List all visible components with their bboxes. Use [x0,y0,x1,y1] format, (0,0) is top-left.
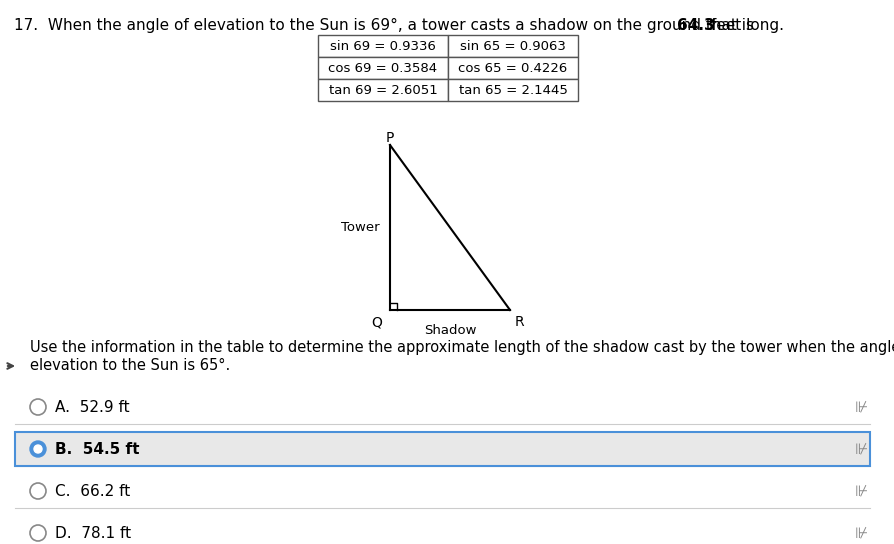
Bar [318,35,448,57]
Text: ⊮: ⊮ [855,399,868,415]
Text: feet long.: feet long. [706,18,784,33]
Text: sin 69 = 0.9336: sin 69 = 0.9336 [330,40,436,53]
Text: ⊮: ⊮ [855,526,868,541]
Circle shape [34,445,42,453]
Text: elevation to the Sun is 65°.: elevation to the Sun is 65°. [30,358,231,373]
Text: cos 69 = 0.3584: cos 69 = 0.3584 [328,61,437,75]
Bar [318,57,448,79]
Text: Tower: Tower [342,221,380,234]
Text: D.  78.1 ft: D. 78.1 ft [55,526,131,541]
Text: Shadow: Shadow [424,324,477,337]
Text: cos 65 = 0.4226: cos 65 = 0.4226 [459,61,568,75]
Text: ⊮: ⊮ [855,442,868,456]
Text: B.  54.5 ft: B. 54.5 ft [55,442,139,456]
Text: tan 65 = 2.1445: tan 65 = 2.1445 [459,83,568,96]
Bar [448,79,578,101]
Text: 17.  When the angle of elevation to the Sun is 69°, a tower casts a shadow on th: 17. When the angle of elevation to the S… [14,18,759,33]
Text: C.  66.2 ft: C. 66.2 ft [55,484,131,498]
Bar [448,35,578,57]
Text: Use the information in the table to determine the approximate length of the shad: Use the information in the table to dete… [30,340,894,355]
Text: tan 69 = 2.6051: tan 69 = 2.6051 [329,83,437,96]
Text: ⊮: ⊮ [855,484,868,498]
Circle shape [30,441,46,457]
Text: R: R [515,315,525,329]
Text: Q: Q [371,315,382,329]
Bar [318,79,448,101]
Text: A.  52.9 ft: A. 52.9 ft [55,399,130,415]
Bar [448,57,578,79]
Text: sin 65 = 0.9063: sin 65 = 0.9063 [460,40,566,53]
Text: 64.3: 64.3 [677,18,714,33]
Bar [15,432,870,466]
Text: P: P [386,131,394,145]
